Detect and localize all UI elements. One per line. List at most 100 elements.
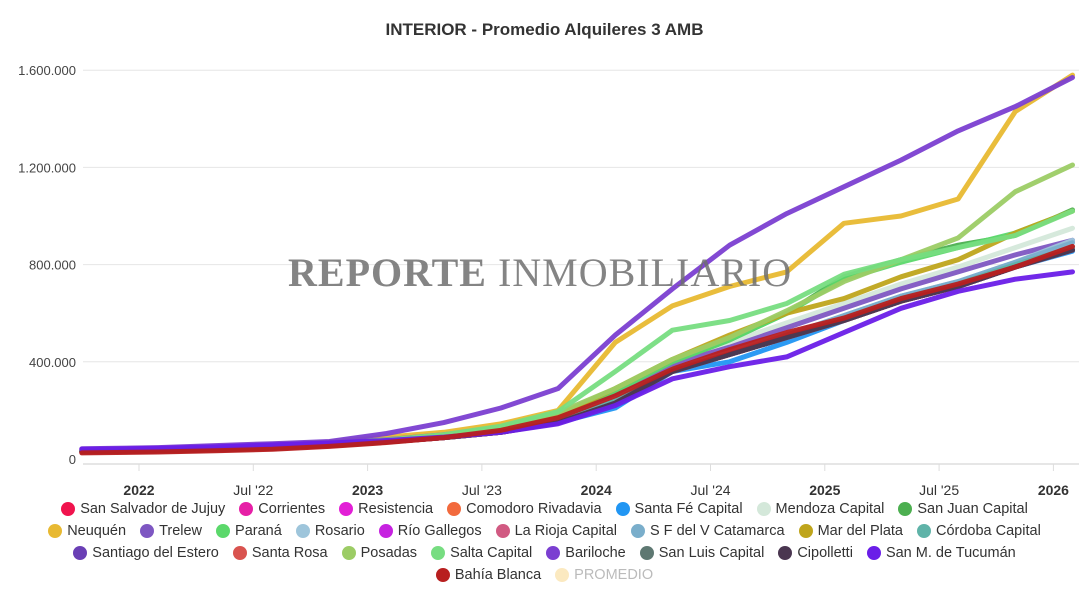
legend-marker-icon	[898, 502, 913, 516]
y-tick-label: 800.000	[29, 258, 76, 273]
legend-item[interactable]: Mendoza Capital	[756, 500, 885, 518]
chart-title: INTERIOR - Promedio Alquileres 3 AMB	[385, 20, 704, 39]
legend-label: Santa Rosa	[251, 545, 328, 561]
legend-item[interactable]: Córdoba Capital	[917, 522, 1041, 540]
legend-item[interactable]: Bariloche	[546, 544, 626, 562]
legend-label: Trelew	[159, 523, 203, 539]
grid-lines	[83, 69, 1079, 363]
legend-label: Rosario	[314, 523, 365, 539]
legend-item[interactable]: Corrientes	[239, 500, 325, 518]
legend-marker-icon	[73, 546, 88, 560]
legend-marker-icon	[555, 568, 570, 582]
series-line-bariloche[interactable]	[79, 75, 1075, 452]
legend-marker-icon	[917, 524, 931, 538]
series-line-neuqu-n[interactable]	[79, 72, 1075, 453]
x-tick-label: 2022	[123, 482, 154, 498]
x-tick-label: 2026	[1038, 482, 1069, 498]
legend-marker-icon	[756, 502, 771, 516]
legend-marker-icon	[866, 546, 881, 560]
x-axis: 2022 Jul '22 2023 Jul '23 2024 Jul '24 2025 Jul…	[83, 463, 1079, 498]
x-tick-label: 2025	[809, 482, 840, 498]
legend-label: Cipolletti	[797, 545, 853, 561]
legend-marker-icon	[61, 502, 76, 516]
legend-item[interactable]: Santa Rosa	[232, 544, 328, 562]
legend-item[interactable]: Santa Fé Capital	[615, 500, 743, 518]
legend-label: Paraná	[235, 523, 282, 539]
legend: San Salvador de Jujuy Corrientes Resistenc…	[20, 500, 1069, 584]
legend-label: Santiago del Estero	[92, 545, 219, 561]
legend-marker-icon	[339, 502, 354, 516]
legend-label: San Luis Capital	[658, 545, 765, 561]
legend-item[interactable]: Santiago del Estero	[73, 544, 219, 562]
legend-label: Resistencia	[358, 501, 434, 517]
legend-label: Posadas	[360, 545, 418, 561]
legend-item[interactable]: La Rioja Capital	[495, 522, 617, 540]
legend-item[interactable]: Salta Capital	[431, 544, 532, 562]
legend-label: Córdoba Capital	[936, 523, 1041, 539]
legend-marker-icon	[435, 568, 450, 582]
legend-label: San Salvador de Jujuy	[80, 501, 226, 517]
y-tick-label: 400.000	[29, 355, 76, 370]
legend-item[interactable]: S F del V Catamarca	[630, 522, 785, 540]
legend-item[interactable]: San Juan Capital	[898, 500, 1028, 518]
legend-label: Comodoro Rivadavia	[466, 501, 602, 517]
legend-label: Mendoza Capital	[775, 501, 885, 517]
legend-marker-icon	[431, 546, 446, 560]
legend-marker-icon	[341, 546, 356, 560]
legend-item[interactable]: Cipolletti	[778, 544, 853, 562]
legend-item[interactable]: Neuquén	[48, 522, 126, 540]
legend-label: La Rioja Capital	[514, 523, 617, 539]
x-tick-label: Jul '22	[233, 482, 273, 498]
legend-item[interactable]: Resistencia	[339, 500, 433, 518]
y-tick-label: 0	[69, 452, 76, 467]
legend-item[interactable]: Rosario	[295, 522, 365, 540]
legend-marker-icon	[232, 546, 247, 560]
series-lines	[79, 72, 1075, 456]
legend-marker-icon	[239, 502, 254, 516]
legend-item[interactable]: Posadas	[341, 544, 418, 562]
legend-marker-icon	[615, 502, 630, 516]
legend-marker-icon	[216, 524, 231, 538]
legend-item[interactable]: Paraná	[216, 522, 282, 540]
legend-label: San Juan Capital	[917, 501, 1028, 517]
legend-marker-icon	[140, 524, 155, 538]
legend-marker-icon	[295, 524, 310, 538]
x-tick-label: Jul '24	[690, 482, 730, 498]
legend-marker-icon	[378, 524, 393, 538]
legend-label: Mar del Plata	[817, 523, 903, 539]
y-axis-ticks: 0 400.000 800.000 1.200.000 1.600.000	[18, 63, 76, 467]
legend-item[interactable]: Río Gallegos	[378, 522, 482, 540]
legend-marker-icon	[495, 524, 510, 538]
legend-marker-icon	[630, 524, 645, 538]
x-tick-label: 2024	[581, 482, 612, 498]
legend-label: Neuquén	[67, 523, 127, 539]
legend-item[interactable]: Comodoro Rivadavia	[447, 500, 602, 518]
legend-label: Salta Capital	[450, 545, 533, 561]
series-line-bah-a-blanca[interactable]	[79, 243, 1075, 456]
x-tick-label: Jul '25	[919, 482, 959, 498]
legend-label: Bahía Blanca	[454, 567, 542, 583]
legend-item[interactable]: Mar del Plata	[798, 522, 903, 540]
legend-label: San M. de Tucumán	[885, 545, 1016, 561]
legend-item[interactable]: San M. de Tucumán	[866, 544, 1016, 562]
legend-item[interactable]: PROMEDIO	[555, 566, 653, 584]
y-tick-label: 1.200.000	[18, 160, 76, 175]
legend-item[interactable]: San Luis Capital	[639, 544, 765, 562]
legend-marker-icon	[447, 502, 462, 516]
legend-marker-icon	[48, 524, 63, 538]
line-chart: 0 400.000 800.000 1.200.000 1.600.000 2022 Ju…	[18, 63, 1079, 498]
legend-label: Corrientes	[258, 501, 326, 517]
legend-marker-icon	[639, 546, 654, 560]
legend-marker-icon	[778, 546, 793, 560]
legend-label: S F del V Catamarca	[649, 523, 785, 539]
y-tick-label: 1.600.000	[18, 63, 76, 78]
legend-label: PROMEDIO	[574, 567, 654, 583]
legend-item[interactable]: Trelew	[140, 522, 202, 540]
legend-marker-icon	[546, 546, 561, 560]
legend-label: Río Gallegos	[397, 523, 482, 539]
series-line-san-m-de-tucum-n[interactable]	[79, 269, 1075, 452]
legend-item[interactable]: Bahía Blanca	[435, 566, 542, 584]
legend-marker-icon	[798, 524, 813, 538]
legend-item[interactable]: San Salvador de Jujuy	[61, 500, 225, 518]
legend-label: Bariloche	[565, 545, 626, 561]
